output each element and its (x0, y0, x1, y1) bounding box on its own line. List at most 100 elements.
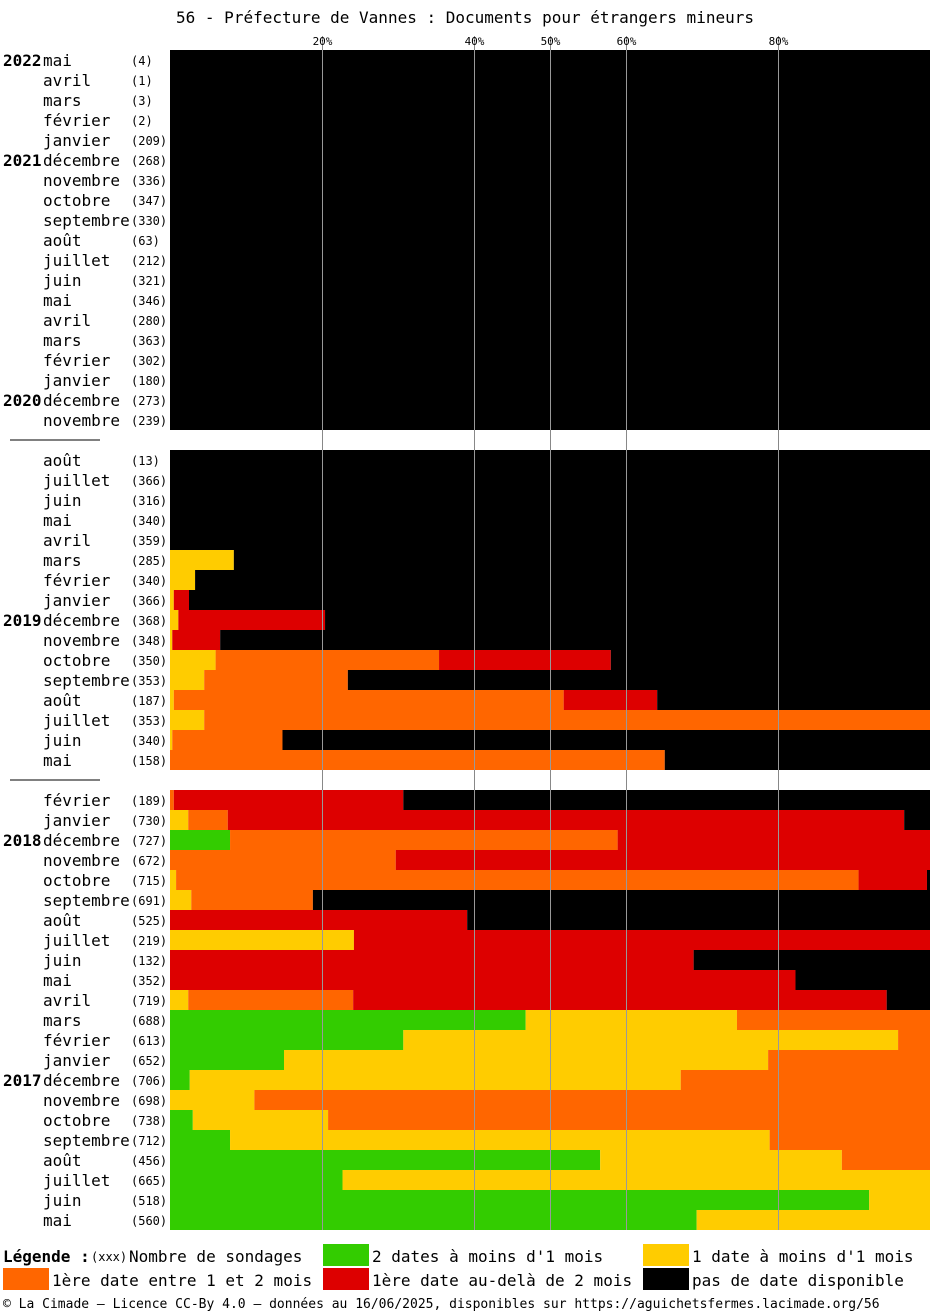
bar-segment-orange (769, 1130, 930, 1150)
count-label: (3) (131, 94, 153, 108)
month-label: mars (43, 331, 82, 350)
bar-segment-red (563, 690, 658, 710)
bar-segment-yellow (170, 730, 173, 750)
bar-segment-black (195, 570, 930, 590)
bar-segment-yellow (342, 1170, 930, 1190)
count-label: (302) (131, 354, 167, 368)
bar-segment-orange (170, 790, 174, 810)
legend-label-black: pas de date disponible (692, 1271, 904, 1290)
count-label: (525) (131, 914, 167, 928)
bar-segment-black (467, 910, 930, 930)
month-label: novembre (43, 851, 120, 870)
legend-count-text: Nombre de sondages (129, 1247, 303, 1266)
count-label: (518) (131, 1194, 167, 1208)
bar-segment-yellow (696, 1210, 930, 1230)
x-tick-label: 40% (465, 35, 485, 48)
count-label: (187) (131, 694, 167, 708)
month-label: février (43, 1031, 111, 1050)
bar-segment-red (395, 850, 930, 870)
bar-segment-orange (841, 1150, 930, 1170)
month-label: avril (43, 531, 91, 550)
count-label: (712) (131, 1134, 167, 1148)
bar-segment-orange (254, 1090, 930, 1110)
month-label: juin (43, 1191, 82, 1210)
x-tick-label: 50% (541, 35, 561, 48)
month-label: mars (43, 91, 82, 110)
month-label: mai (43, 51, 72, 70)
month-label: mars (43, 551, 82, 570)
month-label: décembre (43, 391, 120, 410)
bar-segment-red (617, 830, 930, 850)
count-label: (719) (131, 994, 167, 1008)
bar-segment-yellow (170, 1090, 255, 1110)
bar-segment-yellow (284, 1050, 769, 1070)
bar-segment-green (170, 1070, 190, 1090)
bar-segment-black (795, 970, 930, 990)
month-label: janvier (43, 371, 111, 390)
count-label: (366) (131, 474, 167, 488)
count-label: (209) (131, 134, 167, 148)
bar-segment-orange (328, 1110, 930, 1130)
legend-swatch-green (323, 1244, 369, 1266)
month-label: mai (43, 1211, 72, 1230)
bar-segment-orange (230, 830, 618, 850)
legend-swatch-red (323, 1268, 369, 1290)
bar-segment-black (904, 810, 930, 830)
bar-segment-orange (170, 850, 396, 870)
month-label: janvier (43, 811, 111, 830)
bar-segment-orange (188, 990, 354, 1010)
legend-label-yellow: 1 date à moins d'1 mois (692, 1247, 914, 1266)
count-label: (672) (131, 854, 167, 868)
month-label: janvier (43, 591, 111, 610)
bar-segment-black (325, 610, 930, 630)
bar-segment-black (886, 990, 930, 1010)
bar-segment-green (170, 1130, 231, 1150)
count-label: (665) (131, 1174, 167, 1188)
count-label: (350) (131, 654, 167, 668)
month-label: novembre (43, 411, 120, 430)
bar-segment-black (347, 670, 930, 690)
bar-segment-red (170, 910, 468, 930)
bar-segment-red (172, 630, 221, 650)
bar-segment-yellow (170, 650, 216, 670)
count-label: (4) (131, 54, 153, 68)
month-label: avril (43, 311, 91, 330)
bar-segment-yellow (170, 550, 234, 570)
bar-segment-yellow (170, 690, 174, 710)
bar-segment-orange (204, 710, 930, 730)
stacked-bar-chart: 2022 mai (4)avril (1)mars (3)février (2)janvi… (3, 35, 930, 1230)
count-label: (285) (131, 554, 167, 568)
count-label: (321) (131, 274, 167, 288)
legend: Légende : (xxx) Nombre de sondages 2 dat… (0, 1244, 930, 1294)
month-label: septembre (43, 891, 130, 910)
bar-segment-red (858, 870, 927, 890)
bar-segment-orange (204, 670, 348, 690)
bar-segment-black (282, 730, 930, 750)
count-label: (132) (131, 954, 167, 968)
bar-segment-black (664, 750, 930, 770)
legend-title: Légende : (3, 1247, 90, 1266)
month-label: mars (43, 1011, 82, 1030)
month-label: juin (43, 271, 82, 290)
legend-label-orange: 1ère date entre 1 et 2 mois (52, 1271, 313, 1290)
year-label: 2017 (3, 1071, 42, 1090)
count-label: (691) (131, 894, 167, 908)
month-label: août (43, 911, 82, 930)
bar-segment-red (227, 810, 905, 830)
month-label: octobre (43, 871, 110, 890)
legend-swatch-black (643, 1268, 689, 1290)
bar-segment-green (170, 1010, 526, 1030)
bar-segment-orange (736, 1010, 930, 1030)
month-label: juin (43, 491, 82, 510)
month-label: décembre (43, 151, 120, 170)
x-tick-label: 20% (313, 35, 333, 48)
count-label: (730) (131, 814, 167, 828)
count-label: (352) (131, 974, 167, 988)
count-label: (63) (131, 234, 160, 248)
bar-segment-yellow (189, 1070, 681, 1090)
count-label: (273) (131, 394, 167, 408)
bar-segment-green (170, 1170, 343, 1190)
bar-segment-red (439, 650, 611, 670)
bar-segment-yellow (170, 930, 354, 950)
bar-segment-yellow (600, 1150, 842, 1170)
